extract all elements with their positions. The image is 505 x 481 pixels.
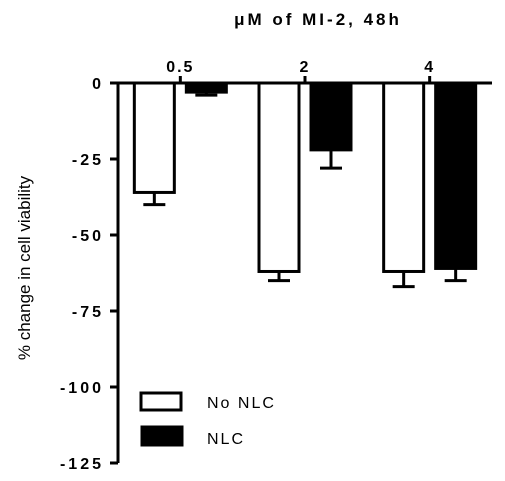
- x-tick-label: 4: [424, 59, 435, 76]
- legend-swatch-nlc: [140, 425, 184, 447]
- bar: [382, 81, 426, 273]
- legend-label-nlc: NLC: [207, 431, 245, 448]
- legend: No NLC NLC: [139, 391, 276, 448]
- bars: [132, 81, 478, 273]
- bar: [434, 81, 478, 270]
- y-tick-label: -75: [72, 304, 104, 321]
- error-bars: [143, 92, 467, 289]
- x-tick-label: 0.5: [166, 59, 194, 76]
- bar: [184, 81, 228, 94]
- bar: [309, 81, 353, 152]
- y-tick-label: 0: [92, 76, 104, 93]
- y-axis-ticks: 0 -25 -50 -75 -100 -125: [60, 76, 118, 473]
- legend-swatch-no-nlc: [139, 391, 183, 412]
- bar: [132, 81, 176, 194]
- bar: [257, 81, 301, 273]
- x-axis-ticks: 0.5 2 4: [166, 59, 435, 83]
- chart-title: μM of MI-2, 48h: [234, 10, 402, 29]
- y-tick-label: -50: [72, 228, 104, 245]
- y-tick-label: -100: [60, 380, 104, 397]
- y-tick-label: -25: [72, 152, 104, 169]
- y-axis-label: % change in cell viability: [15, 175, 34, 360]
- legend-label-no-nlc: No NLC: [207, 395, 276, 412]
- x-tick-label: 2: [300, 59, 311, 76]
- y-tick-label: -125: [60, 456, 104, 473]
